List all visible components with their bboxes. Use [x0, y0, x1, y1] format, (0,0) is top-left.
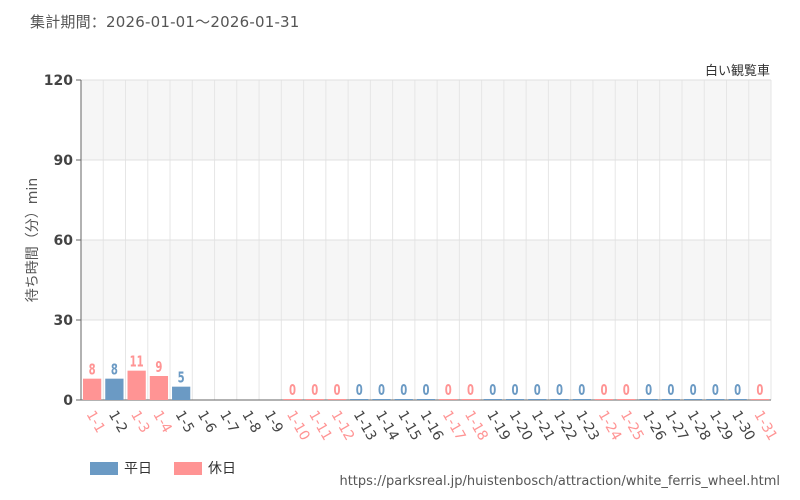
x-tick-label-1-4: 1-4: [149, 408, 174, 436]
data-label-1-26: 0: [645, 382, 652, 399]
y-tick-label: 120: [44, 73, 73, 89]
plot-band: [81, 160, 771, 240]
data-label-1-19: 0: [489, 382, 496, 399]
bar-1-11: [305, 399, 324, 400]
bar-1-5: [172, 386, 191, 400]
bar-1-20: [505, 399, 525, 400]
y-tick-label: 0: [63, 393, 73, 409]
bar-1-14: [372, 399, 391, 400]
period-label: 集計期間：2026-01-01～2026-01-31: [30, 13, 300, 31]
data-label-1-4: 9: [155, 359, 162, 376]
bar-1-15: [394, 399, 413, 400]
x-tick-label-1-1: 1-1: [83, 408, 108, 436]
bar-1-10: [283, 399, 302, 400]
bar-1-2: [105, 378, 124, 400]
data-label-1-29: 0: [712, 382, 719, 399]
bar-1-29: [706, 399, 725, 400]
legend-label-weekday: 平日: [124, 461, 152, 477]
x-tick-label-1-9: 1-9: [261, 408, 286, 436]
data-label-1-17: 0: [445, 382, 452, 399]
data-label-1-1: 8: [89, 362, 96, 379]
data-label-1-27: 0: [667, 382, 674, 399]
data-label-1-16: 0: [422, 382, 429, 399]
bar-1-16: [416, 399, 436, 400]
data-label-1-18: 0: [467, 382, 474, 399]
plot-band: [81, 240, 771, 320]
data-label-1-28: 0: [690, 382, 697, 399]
x-tick-label-1-7: 1-7: [216, 408, 241, 436]
x-tick-label-1-31: 1-31: [750, 408, 780, 444]
data-label-1-25: 0: [623, 382, 630, 399]
bar-1-18: [461, 399, 480, 400]
bar-1-1: [83, 378, 102, 400]
data-label-1-2: 8: [111, 362, 118, 379]
bar-1-23: [572, 399, 591, 400]
bar-1-12: [327, 399, 347, 400]
legend-swatch-weekday: [90, 461, 118, 475]
legend-item-weekday[interactable]: 平日: [90, 458, 152, 478]
chart-subject: 白い観覧車: [704, 64, 770, 79]
plot-band: [81, 80, 771, 160]
legend: 平日 休日: [90, 458, 236, 478]
bar-1-3: [127, 370, 146, 400]
bar-1-17: [439, 399, 458, 400]
y-tick-label: 60: [54, 233, 74, 249]
data-label-1-30: 0: [734, 382, 741, 399]
legend-label-holiday: 休日: [208, 461, 236, 477]
x-tick-label-1-5: 1-5: [172, 408, 197, 436]
plot-band: [81, 320, 771, 400]
data-label-1-5: 5: [178, 370, 185, 387]
data-label-1-24: 0: [601, 382, 608, 399]
data-label-1-11: 0: [311, 382, 318, 399]
source-url: https://parksreal.jp/huistenbosch/attrac…: [339, 474, 780, 489]
data-label-1-23: 0: [578, 382, 585, 399]
bar-1-22: [550, 399, 569, 400]
bar-1-31: [750, 399, 769, 400]
x-tick-label-1-2: 1-2: [105, 408, 130, 436]
bar-1-21: [528, 399, 547, 400]
data-label-1-12: 0: [333, 382, 340, 399]
bar-1-19: [483, 399, 502, 400]
data-label-1-22: 0: [556, 382, 563, 399]
bar-1-24: [594, 399, 614, 400]
data-label-1-14: 0: [378, 382, 385, 399]
bar-1-28: [683, 399, 703, 400]
legend-swatch-holiday: [174, 461, 202, 475]
data-label-1-15: 0: [400, 382, 407, 399]
y-tick-label: 90: [54, 153, 74, 169]
x-tick-label-1-8: 1-8: [238, 408, 263, 436]
bar-1-13: [350, 399, 369, 400]
data-label-1-21: 0: [534, 382, 541, 399]
data-label-1-31: 0: [756, 382, 763, 399]
bar-1-25: [617, 399, 636, 400]
x-tick-label-1-6: 1-6: [194, 408, 219, 436]
y-tick-label: 30: [54, 313, 74, 329]
bar-1-4: [149, 376, 169, 400]
legend-item-holiday[interactable]: 休日: [174, 458, 236, 478]
data-label-1-20: 0: [512, 382, 519, 399]
x-tick-label-1-3: 1-3: [127, 408, 152, 436]
bar-1-26: [639, 399, 658, 400]
data-label-1-10: 0: [289, 382, 296, 399]
data-label-1-13: 0: [356, 382, 363, 399]
bar-1-27: [661, 399, 680, 400]
bar-1-30: [728, 399, 747, 400]
data-label-1-3: 11: [130, 354, 144, 371]
